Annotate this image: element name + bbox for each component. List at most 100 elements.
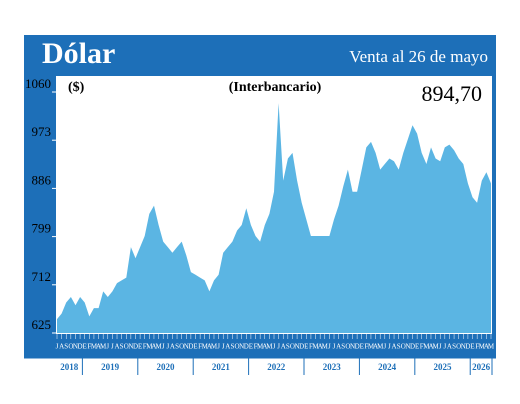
x-tick-label: M: [312, 343, 319, 351]
x-tick-label: D: [410, 343, 415, 351]
x-tick-label: M: [266, 343, 273, 351]
x-tick-label: J: [166, 343, 169, 351]
x-tick-label: O: [290, 343, 295, 351]
x-tick-label: M: [146, 343, 153, 351]
year-label: 2020: [157, 362, 176, 372]
x-tick-label: J: [217, 343, 220, 351]
x-tick-label: D: [465, 343, 470, 351]
x-tick-label: M: [479, 343, 486, 351]
x-tick-label: J: [273, 343, 276, 351]
x-tick-label: O: [124, 343, 129, 351]
x-tick-label: N: [239, 343, 244, 351]
x-tick-label: N: [73, 343, 78, 351]
x-tick-label: O: [401, 343, 406, 351]
x-tick-label: A: [207, 343, 212, 351]
x-tick-label: D: [133, 343, 138, 351]
x-tick-label: N: [184, 343, 189, 351]
x-tick-label: E: [360, 343, 364, 351]
x-tick-label: J: [443, 343, 446, 351]
x-tick-label: S: [64, 343, 68, 351]
y-tick-label: 799: [32, 221, 52, 236]
area: [57, 103, 491, 333]
year-label: 2019: [101, 362, 120, 372]
x-tick-label: D: [244, 343, 249, 351]
y-tick-label: 712: [32, 269, 52, 284]
x-tick-label: D: [299, 343, 304, 351]
header-bar: [24, 35, 496, 76]
y-tick-label: 1060: [25, 76, 51, 91]
x-tick-label: A: [428, 343, 433, 351]
x-tick-label: O: [345, 343, 350, 351]
x-tick-label: O: [68, 343, 73, 351]
chart-label: (Interbancario): [229, 80, 322, 95]
x-tick-label: J: [439, 343, 442, 351]
x-tick-label: A: [96, 343, 101, 351]
x-tick-label: E: [83, 343, 87, 351]
x-tick-label: E: [249, 343, 253, 351]
x-tick-label: S: [452, 343, 456, 351]
x-tick-label: N: [128, 343, 133, 351]
x-tick-label: D: [188, 343, 193, 351]
x-tick-label: F: [87, 343, 91, 351]
x-tick-label: J: [111, 343, 114, 351]
x-tick-label: M: [368, 343, 375, 351]
x-tick-label: J: [106, 343, 109, 351]
year-label: 2026: [472, 362, 491, 372]
x-tick-label: M: [322, 343, 329, 351]
year-label: 2025: [434, 362, 453, 372]
x-tick-label: A: [225, 343, 230, 351]
x-tick-label: S: [230, 343, 234, 351]
x-tick-label: M: [488, 343, 495, 351]
x-tick-label: N: [295, 343, 300, 351]
x-tick-label: A: [262, 343, 267, 351]
x-tick-label: J: [56, 343, 59, 351]
x-tick-label: E: [415, 343, 419, 351]
x-tick-label: E: [193, 343, 197, 351]
x-tick-label: F: [475, 343, 479, 351]
x-tick-label: A: [318, 343, 323, 351]
x-tick-label: S: [397, 343, 401, 351]
year-label: 2023: [323, 362, 342, 372]
x-tick-label: A: [151, 343, 156, 351]
x-tick-label: A: [336, 343, 341, 351]
x-tick-label: M: [377, 343, 384, 351]
x-tick-label: S: [286, 343, 290, 351]
x-tick-label: F: [254, 343, 258, 351]
last-value: 894,70: [422, 81, 483, 106]
year-label: 2018: [60, 362, 79, 372]
y-tick-label: 973: [32, 124, 52, 139]
x-tick-label: M: [211, 343, 218, 351]
x-tick-label: A: [170, 343, 175, 351]
x-tick-label: J: [383, 343, 386, 351]
x-tick-label: S: [341, 343, 345, 351]
x-tick-label: F: [143, 343, 147, 351]
x-tick-label: M: [91, 343, 98, 351]
x-tick-label: M: [432, 343, 439, 351]
x-tick-label: N: [461, 343, 466, 351]
x-tick-label: E: [470, 343, 474, 351]
x-tick-label: D: [78, 343, 83, 351]
x-tick-label: A: [59, 343, 64, 351]
y-tick-label: 625: [32, 317, 52, 332]
x-tick-label: N: [405, 343, 410, 351]
x-tick-label: J: [328, 343, 331, 351]
x-tick-label: D: [355, 343, 360, 351]
chart-subtitle: Venta al 26 de mayo: [349, 47, 488, 66]
x-tick-label: E: [138, 343, 142, 351]
x-tick-label: A: [392, 343, 397, 351]
x-tick-label: M: [100, 343, 107, 351]
x-tick-label: M: [155, 343, 162, 351]
x-tick-label: M: [257, 343, 264, 351]
x-tick-label: O: [456, 343, 461, 351]
x-tick-label: A: [484, 343, 489, 351]
x-tick-label: E: [304, 343, 308, 351]
x-tick-label: A: [114, 343, 119, 351]
x-tick-label: M: [423, 343, 430, 351]
right-border: [492, 76, 496, 334]
x-tick-label: F: [309, 343, 313, 351]
x-tick-label: S: [120, 343, 124, 351]
x-tick-label: J: [162, 343, 165, 351]
x-tick-label: N: [350, 343, 355, 351]
x-tick-label: J: [333, 343, 336, 351]
